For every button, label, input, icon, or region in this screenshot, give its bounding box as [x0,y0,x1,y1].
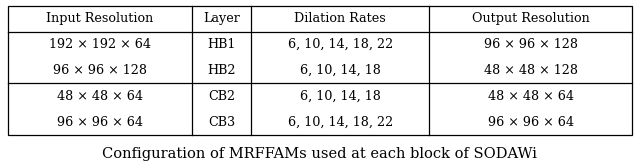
Text: Configuration of MRFFAMs used at each block of SODAWi: Configuration of MRFFAMs used at each bl… [102,147,538,161]
Text: 192 × 192 × 64: 192 × 192 × 64 [49,38,151,51]
Text: CB3: CB3 [208,116,235,129]
Text: Output Resolution: Output Resolution [472,12,589,25]
Text: 6, 10, 14, 18, 22: 6, 10, 14, 18, 22 [287,38,393,51]
Bar [8,6,632,135]
Text: CB2: CB2 [208,90,235,103]
Text: 96 × 96 × 64: 96 × 96 × 64 [57,116,143,129]
Text: 48 × 48 × 64: 48 × 48 × 64 [57,90,143,103]
Text: 96 × 96 × 128: 96 × 96 × 128 [53,64,147,77]
Text: Layer: Layer [203,12,240,25]
Text: 6, 10, 14, 18: 6, 10, 14, 18 [300,64,381,77]
Text: HB1: HB1 [207,38,236,51]
Text: 96 × 96 × 128: 96 × 96 × 128 [484,38,578,51]
Text: Input Resolution: Input Resolution [46,12,154,25]
Text: 6, 10, 14, 18: 6, 10, 14, 18 [300,90,381,103]
Text: Dilation Rates: Dilation Rates [294,12,386,25]
Text: 48 × 48 × 128: 48 × 48 × 128 [484,64,578,77]
Text: 48 × 48 × 64: 48 × 48 × 64 [488,90,574,103]
Text: 96 × 96 × 64: 96 × 96 × 64 [488,116,574,129]
Text: 6, 10, 14, 18, 22: 6, 10, 14, 18, 22 [287,116,393,129]
Text: HB2: HB2 [207,64,236,77]
